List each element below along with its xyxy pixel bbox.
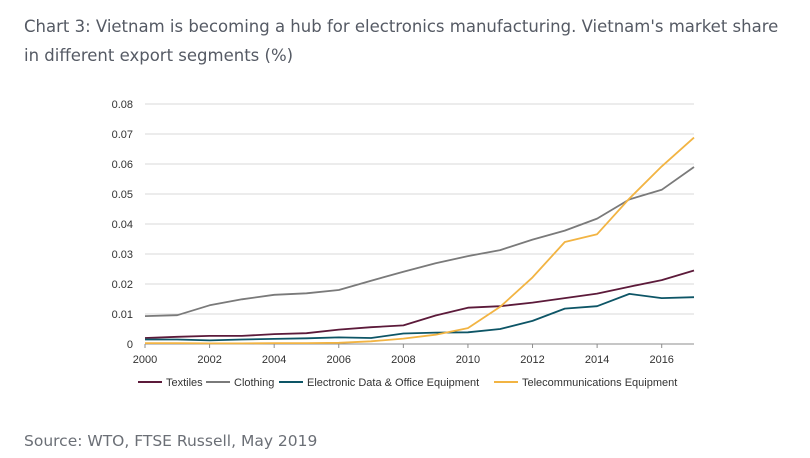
legend-label: Textiles [166, 377, 203, 389]
legend-label: Clothing [234, 377, 274, 389]
x-tick-label: 2002 [197, 354, 221, 366]
x-tick-label: 2012 [520, 354, 544, 366]
y-tick-label: 0.03 [112, 249, 133, 261]
y-tick-label: 0 [127, 339, 133, 351]
x-tick-label: 2014 [585, 354, 609, 366]
y-tick-label: 0.05 [112, 189, 133, 201]
y-tick-label: 0.02 [112, 279, 133, 291]
series-line-telecommunications-equipment [145, 136, 695, 345]
y-tick-label: 0.08 [112, 99, 133, 111]
y-axis-ticks: 0 0.01 0.02 0.03 0.04 0.05 0.06 0.07 0.08 [112, 99, 133, 351]
series-line-clothing [144, 166, 695, 317]
x-tick-label: 2004 [262, 354, 286, 366]
source-note: Source: WTO, FTSE Russell, May 2019 [24, 432, 318, 450]
x-axis-ticks: 2000 2002 2004 2006 2008 2010 2012 2014 2016 [133, 344, 674, 366]
y-tick-label: 0.06 [112, 159, 133, 171]
legend: Textiles Clothing Electronic Data & Office… [138, 377, 677, 389]
chart-title: Chart 3: Vietnam is becoming a hub for e… [24, 17, 779, 65]
y-tick-label: 0.07 [112, 129, 133, 141]
legend-label: Electronic Data & Office Equipment [307, 377, 479, 389]
legend-label: Telecommunications Equipment [522, 377, 677, 389]
x-tick-label: 2010 [456, 354, 480, 366]
x-tick-label: 2000 [133, 354, 157, 366]
x-tick-label: 2016 [649, 354, 673, 366]
series-line-electronic-data-office-equipment [145, 292, 695, 342]
y-tick-label: 0.01 [112, 309, 133, 321]
series-lines [144, 136, 695, 345]
x-tick-label: 2006 [327, 354, 351, 366]
grid-lines [145, 103, 694, 345]
y-tick-label: 0.04 [112, 219, 133, 231]
x-tick-label: 2008 [391, 354, 415, 366]
series-line-textiles [144, 269, 695, 339]
